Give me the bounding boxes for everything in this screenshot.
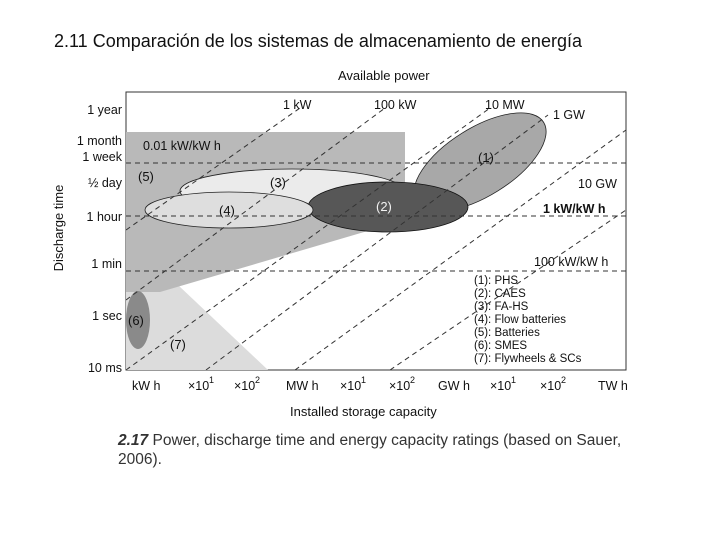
power-line-1gw (205, 114, 549, 371)
storage-comparison-figure: Available power 1 kW 100 kW 10 MW 1 GW 1… (51, 68, 628, 419)
power-label-10gw: 10 GW (578, 177, 617, 191)
x-tick: kW h (132, 379, 161, 393)
y-tick: 1 hour (87, 210, 122, 224)
x-tick: MW h (286, 379, 319, 393)
x-tick: TW h (598, 379, 628, 393)
legend-item: (6): SMES (474, 340, 527, 352)
region-label-6: (6) (128, 313, 144, 328)
x-tick: 2 (410, 375, 415, 385)
x-tick: ×10 (188, 379, 209, 393)
region-label-5: (5) (138, 169, 154, 184)
ratio-label-1: 1 kW/kW h (543, 202, 606, 216)
legend-item: (3): FA-HS (474, 301, 529, 313)
y-tick: 1 sec (92, 309, 122, 323)
y-tick-labels: 1 year 1 month 1 week ½ day 1 hour 1 min… (77, 103, 123, 375)
y-tick: ½ day (88, 176, 123, 190)
x-tick: ×10 (540, 379, 561, 393)
x-tick: ×10 (234, 379, 255, 393)
x-tick: GW h (438, 379, 470, 393)
y-tick: 1 week (82, 150, 122, 164)
x-tick: 2 (561, 375, 566, 385)
power-label-1kw: 1 kW (283, 98, 312, 112)
x-tick: 1 (209, 375, 214, 385)
y-tick: 1 min (91, 257, 122, 271)
x-tick: 2 (255, 375, 260, 385)
ratio-label-100: 100 kW/kW h (534, 255, 608, 269)
ratio-label-0-01: 0.01 kW/kW h (143, 139, 221, 153)
y-tick: 10 ms (88, 361, 122, 375)
legend-item: (5): Batteries (474, 327, 540, 339)
caption-text: Power, discharge time and energy capacit… (118, 432, 622, 468)
x-axis-title: Installed storage capacity (290, 404, 437, 419)
power-line-extra (389, 209, 627, 371)
region-label-4: (4) (219, 203, 235, 218)
y-tick: 1 month (77, 134, 122, 148)
legend-item: (2): CAES (474, 288, 526, 300)
power-label-100kw: 100 kW (374, 98, 417, 112)
caption-number: 2.17 (118, 432, 149, 449)
y-axis-title: Discharge time (51, 185, 66, 272)
region-label-7: (7) (170, 337, 186, 352)
ratio-lines (126, 162, 626, 272)
slide-title: 2.11 Comparación de los sistemas de alma… (54, 31, 582, 51)
x-tick: ×10 (340, 379, 361, 393)
region-7-flywheels (126, 268, 268, 370)
region-4-flow (144, 191, 314, 229)
power-line-10mw (125, 107, 491, 371)
region-label-2: (2) (376, 199, 392, 214)
x-tick: 1 (361, 375, 366, 385)
x-tick-labels: kW h ×10 1 ×10 2 MW h ×10 1 ×10 2 GW h ×… (132, 375, 628, 393)
power-label-1gw: 1 GW (553, 108, 585, 122)
x-tick: 1 (511, 375, 516, 385)
region-6-smes (126, 291, 150, 349)
legend-item: (1): PHS (474, 275, 518, 287)
legend: (1): PHS (2): CAES (3): FA-HS (4): Flow … (474, 275, 582, 365)
x-tick: ×10 (389, 379, 410, 393)
figure-caption: 2.17 Power, discharge time and energy ca… (118, 431, 638, 469)
x-tick: ×10 (490, 379, 511, 393)
legend-item: (7): Flywheels & SCs (474, 353, 582, 365)
power-lines (125, 107, 627, 371)
legend-item: (4): Flow batteries (474, 314, 566, 326)
top-axis-title: Available power (338, 68, 430, 83)
power-label-10mw: 10 MW (485, 98, 525, 112)
y-tick: 1 year (87, 103, 122, 117)
region-label-3: (3) (270, 175, 286, 190)
region-label-1: (1) (478, 150, 494, 165)
